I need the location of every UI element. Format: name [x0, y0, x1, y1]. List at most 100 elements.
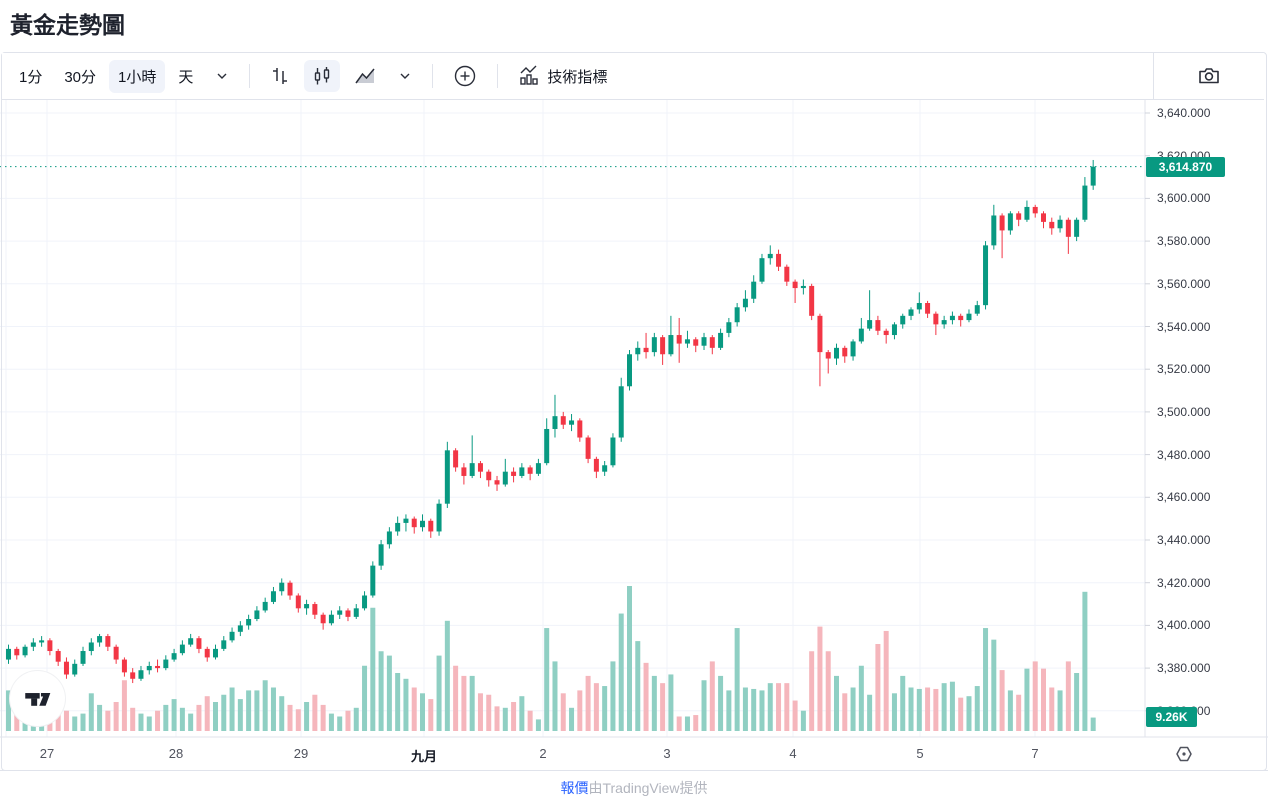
chart-style-candles-button[interactable] — [304, 60, 341, 92]
candle-body — [891, 324, 897, 336]
interval-1min-button[interactable]: 1分 — [10, 60, 51, 93]
candle-body — [469, 463, 475, 476]
price-tick-label: 3,400.000 — [1157, 618, 1211, 633]
candle-body — [378, 544, 384, 566]
volume-bar — [842, 693, 848, 731]
volume-bar — [635, 641, 641, 731]
candle-body — [196, 638, 202, 649]
candle-body — [610, 437, 616, 466]
candle-body — [941, 320, 947, 325]
price-tick-label: 3,640.000 — [1157, 106, 1211, 120]
candle-body — [328, 614, 334, 624]
candle-body — [204, 648, 210, 658]
volume-bar — [287, 704, 293, 731]
volume-bar — [97, 704, 103, 731]
chart-style-menu-button[interactable] — [390, 63, 420, 89]
volume-bar — [958, 697, 964, 731]
interval-1hour-button[interactable]: 1小時 — [109, 59, 166, 93]
volume-bar — [900, 675, 906, 731]
candle-body — [627, 354, 632, 387]
candle-body — [718, 332, 724, 348]
candle-body — [63, 661, 69, 675]
volume-bar — [246, 690, 252, 731]
candle-body — [560, 416, 566, 425]
volume-bar — [983, 628, 989, 731]
volume-bar — [585, 675, 591, 731]
volume-bar — [436, 655, 442, 731]
candle-body — [1032, 206, 1038, 214]
compare-add-button[interactable] — [445, 58, 485, 94]
time-tick-label: 27 — [39, 746, 55, 761]
volume-bar — [809, 651, 815, 731]
candle-body — [138, 670, 144, 679]
candle-body — [618, 386, 624, 438]
candle-body — [295, 595, 301, 609]
attribution: 報價由TradingView提供 — [0, 778, 1268, 798]
candle-body — [237, 625, 243, 632]
volume-bar — [577, 690, 583, 731]
interval-30min-button[interactable]: 30分 — [55, 60, 105, 93]
candle-body — [353, 608, 359, 617]
candle-body — [983, 245, 989, 306]
volume-bar — [121, 680, 127, 731]
snapshot-button[interactable] — [1189, 58, 1229, 94]
volume-bar — [941, 683, 947, 731]
candle-body — [577, 420, 583, 438]
chart-style-area-button[interactable] — [346, 60, 384, 92]
toolbar-separator — [432, 64, 434, 88]
candle-body — [262, 601, 268, 611]
volume-bar — [477, 693, 483, 731]
quote-source-link[interactable]: 報價 — [560, 780, 589, 796]
price-axis[interactable]: 3,640.000 3,620.000 3,600.000 3,580.000 3,56… — [1145, 99, 1266, 737]
candle-body — [121, 659, 127, 673]
candle-body — [1065, 219, 1071, 237]
candle-body — [585, 437, 591, 459]
candle-body — [47, 640, 53, 652]
candle-body — [22, 646, 28, 656]
candle-body — [858, 328, 864, 342]
volume-bar — [792, 700, 798, 731]
interval-1day-button[interactable]: 天 — [169, 60, 202, 93]
volume-bar — [759, 690, 765, 731]
volume-bar — [428, 699, 434, 731]
volume-bar — [444, 620, 450, 731]
candle-body — [279, 582, 285, 592]
volume-bar — [891, 693, 897, 731]
time-tick-label: 29 — [293, 746, 309, 761]
candle-body — [105, 636, 111, 647]
candle-body — [1082, 185, 1088, 220]
volume-bar — [362, 665, 368, 731]
volume-bar — [908, 687, 914, 731]
volume-bar — [867, 694, 873, 731]
interval-menu-button[interactable] — [207, 63, 237, 89]
indicators-button[interactable]: 技術指標 — [510, 59, 614, 93]
chart-style-bars-button[interactable] — [262, 60, 298, 92]
candle-body — [130, 672, 136, 679]
indicators-label: 技術指標 — [547, 68, 608, 86]
candle-body — [635, 347, 641, 355]
price-tick-label: 3,480.000 — [1157, 447, 1211, 462]
volume-bar — [618, 613, 624, 731]
time-tick-label: 3 — [663, 746, 671, 761]
candle-body — [171, 653, 177, 660]
tradingview-logo[interactable] — [10, 671, 65, 726]
candle-body — [544, 428, 550, 464]
volume-bar — [925, 687, 931, 731]
candle-body — [113, 646, 119, 660]
time-axis[interactable]: 27 28 29 九月 2 3 4 5 7 — [0, 737, 1268, 771]
candle-body — [693, 339, 699, 346]
volume-bar — [138, 713, 144, 731]
candle-body — [676, 335, 682, 344]
volume-bar — [345, 710, 351, 731]
candle-body — [502, 471, 508, 485]
price-tick-label: 3,460.000 — [1157, 490, 1211, 505]
candle-body — [668, 335, 674, 355]
volume-bar — [610, 661, 616, 731]
candle-body — [146, 665, 152, 671]
volume-bar — [163, 704, 169, 731]
price-tick-label: 3,540.000 — [1157, 319, 1211, 334]
candle-body — [991, 215, 997, 246]
candle-body — [97, 636, 103, 643]
chart-settings-button[interactable] — [1172, 742, 1196, 766]
